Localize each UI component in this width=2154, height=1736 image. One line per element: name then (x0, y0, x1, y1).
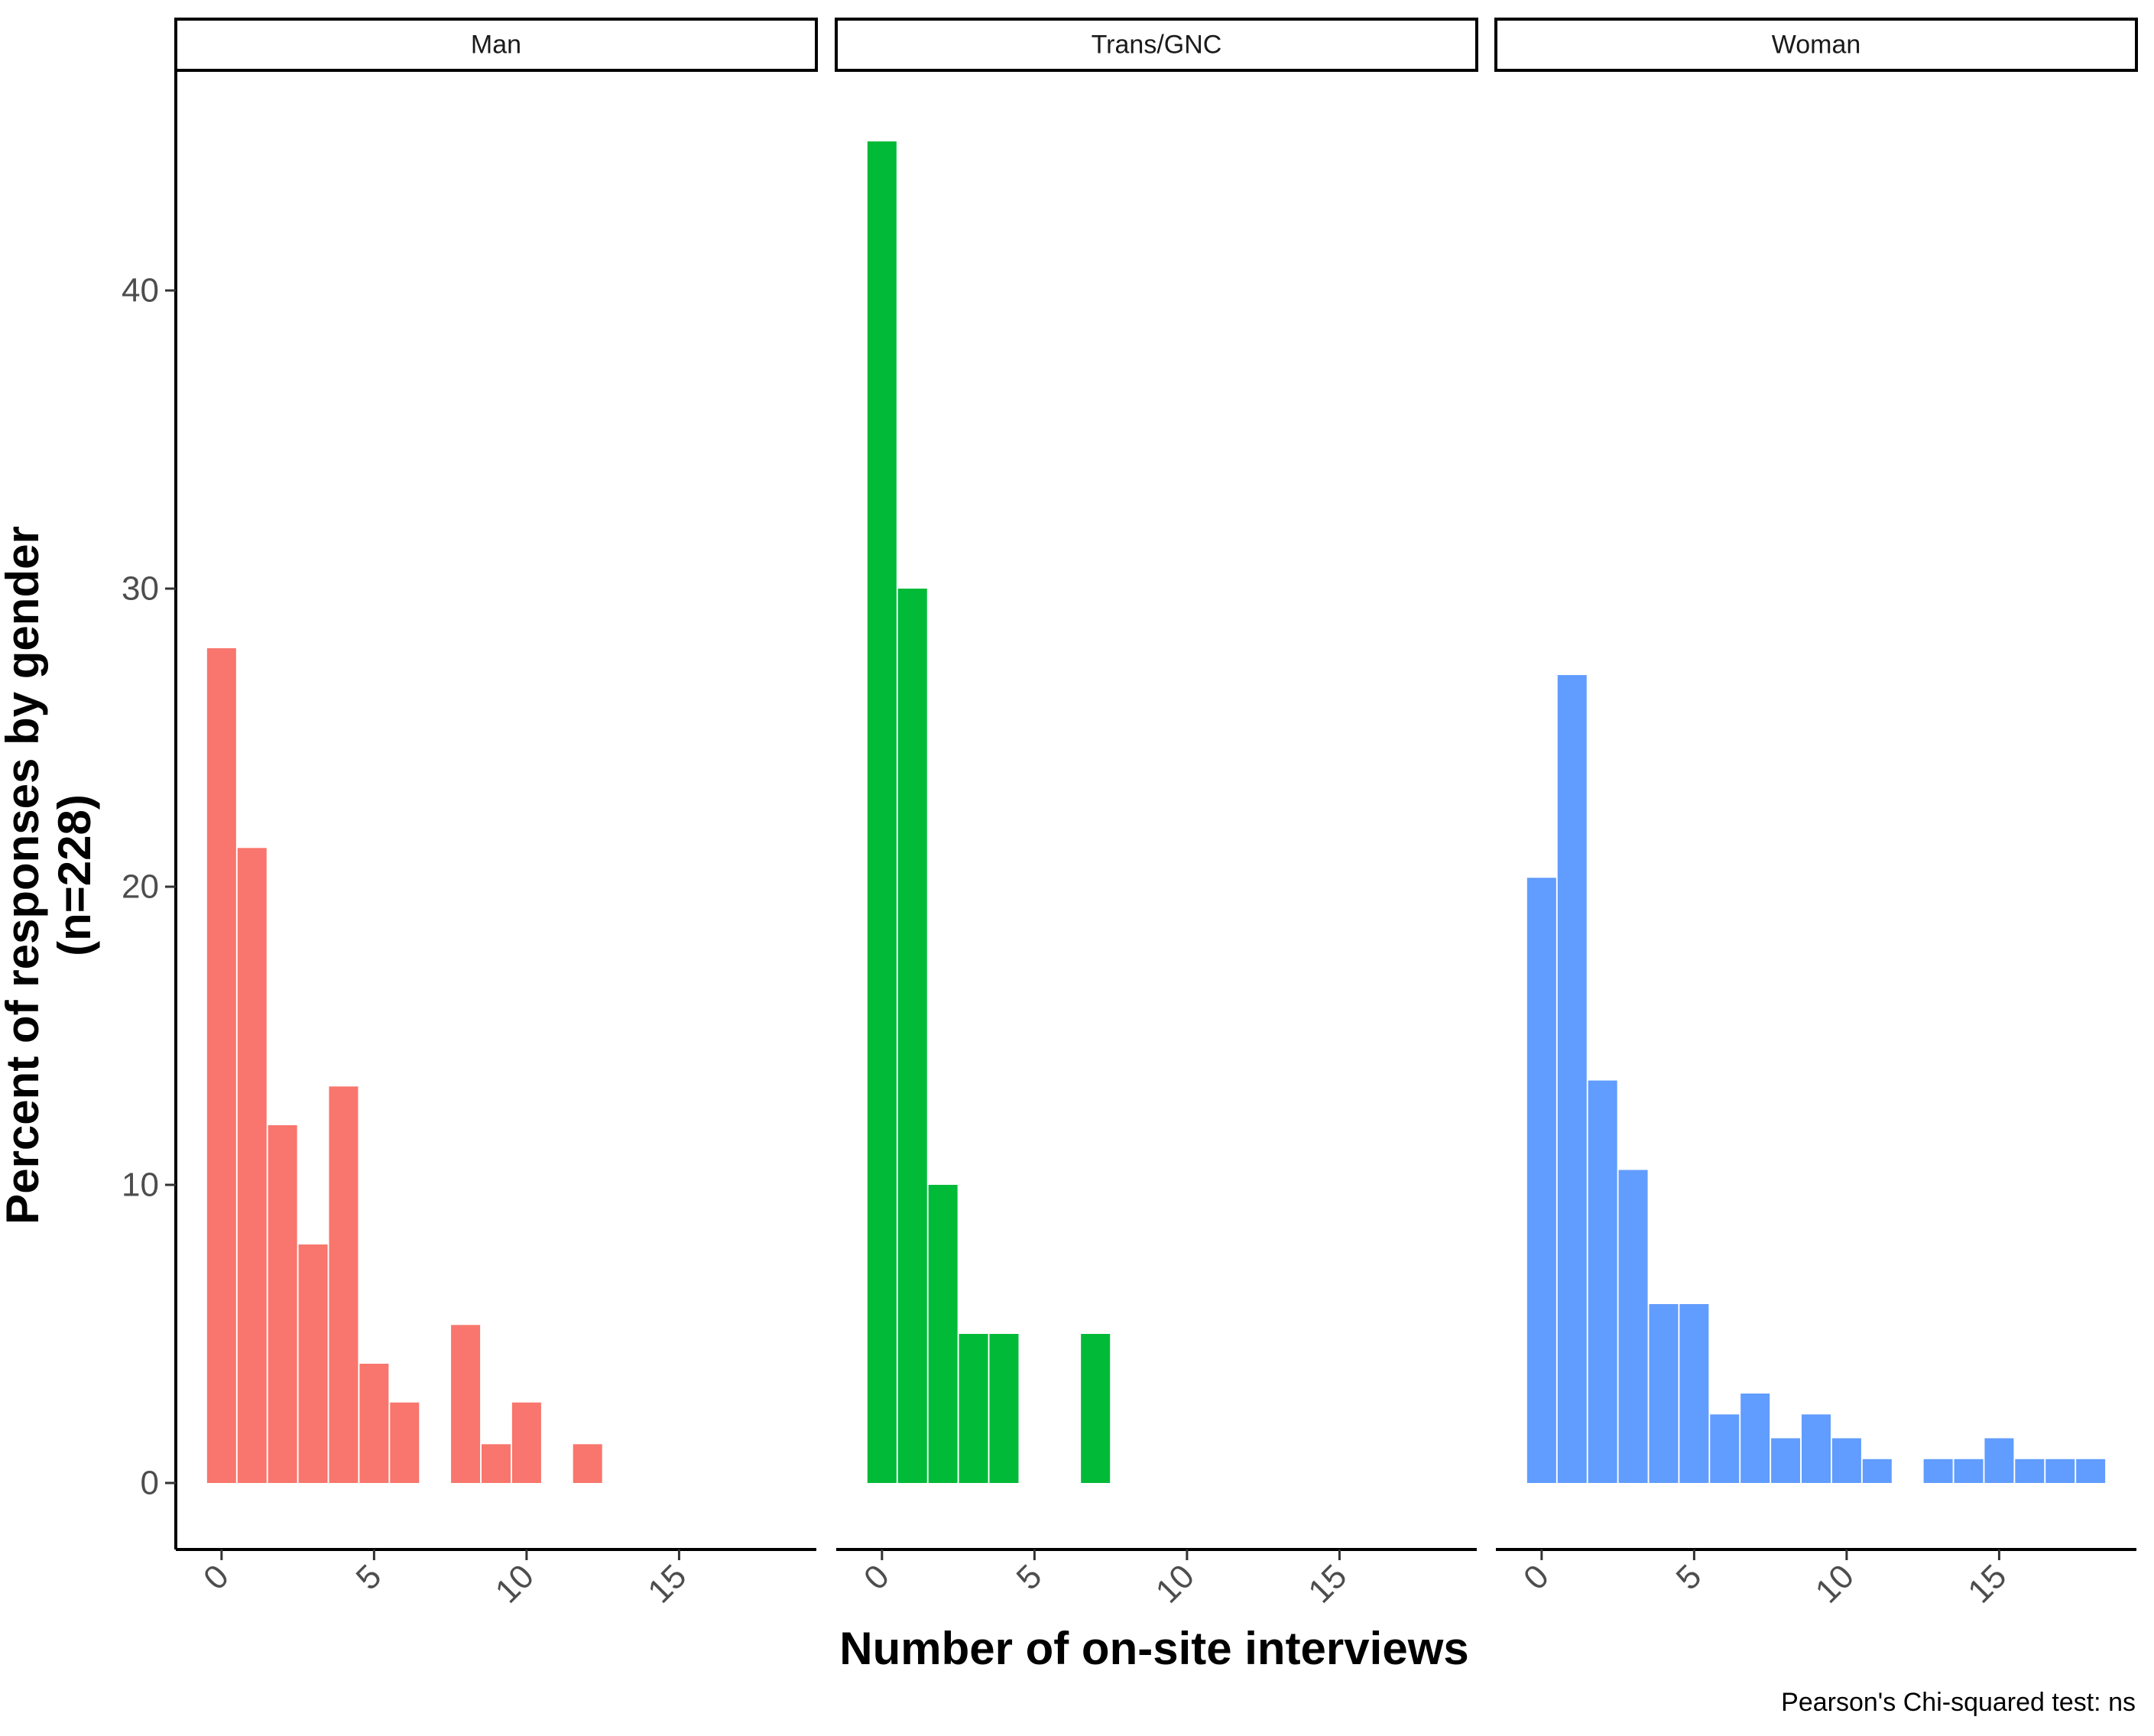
facet-strip-trans-gnc (835, 18, 1478, 72)
x-tick-label: 15 (641, 1557, 693, 1610)
bar-woman-15 (1984, 1438, 2014, 1483)
bar-man-12 (573, 1444, 602, 1483)
bar-woman-2 (1588, 1080, 1617, 1483)
bar-woman-1 (1557, 675, 1587, 1483)
x-tick-label: 5 (1009, 1557, 1049, 1597)
y-axis-title-line2: (n=228) (49, 794, 100, 956)
bar-woman-14 (1954, 1459, 1984, 1483)
facet-strip-woman (1494, 18, 2138, 72)
y-tick-label: 40 (122, 272, 159, 310)
facet-panel-woman: Woman 0 5 10 15 (1494, 18, 2138, 1611)
facet-strip-label: Woman (1772, 31, 1861, 60)
x-axis-title: Number of on-site interviews (839, 1623, 1468, 1674)
bar-woman-18 (2076, 1459, 2106, 1483)
bar-trans-gnc-4 (989, 1334, 1019, 1483)
y-tick-label: 10 (122, 1167, 159, 1204)
y-axis-title: Percent of responses by gender (0, 526, 48, 1225)
bar-woman-9 (1802, 1414, 1831, 1483)
bar-woman-10 (1831, 1438, 1861, 1483)
bar-woman-13 (1923, 1459, 1953, 1483)
x-tick-label: 0 (196, 1557, 236, 1597)
x-tick-label: 0 (1517, 1557, 1556, 1597)
bar-man-10 (511, 1402, 541, 1483)
facet-strip-label: Trans/GNC (1092, 31, 1222, 60)
bar-woman-7 (1740, 1394, 1770, 1483)
x-tick-label: 10 (1149, 1557, 1202, 1610)
bar-man-3 (298, 1244, 328, 1483)
y-tick-label: 30 (122, 570, 159, 608)
bar-man-0 (206, 648, 236, 1483)
facet-panel-trans-gnc: Trans/GNC 0 5 10 15 (835, 18, 1478, 1611)
bar-woman-6 (1710, 1414, 1740, 1483)
x-tick-label: 10 (488, 1557, 541, 1610)
bar-man-6 (390, 1402, 420, 1483)
bar-man-8 (451, 1325, 481, 1483)
bar-woman-8 (1771, 1438, 1801, 1483)
x-tick-label: 0 (857, 1557, 897, 1597)
x-tick-label: 15 (1961, 1557, 2013, 1610)
facet-panels: Man 0 5 10 15 0 10 20 30 40 Trans/GNC 0 5 10 15 Woman 0 5… (122, 18, 2138, 1611)
bar-woman-5 (1679, 1304, 1709, 1483)
facet-panel-man: Man 0 5 10 15 0 10 20 30 40 (122, 18, 818, 1611)
bar-woman-17 (2045, 1459, 2075, 1483)
y-tick-label: 0 (141, 1465, 159, 1502)
y-tick-label: 20 (122, 868, 159, 906)
bar-woman-0 (1526, 878, 1556, 1483)
bar-man-9 (482, 1444, 511, 1483)
bar-man-5 (359, 1364, 389, 1483)
x-tick-label: 10 (1809, 1557, 1861, 1610)
bar-woman-11 (1862, 1459, 1892, 1483)
bar-trans-gnc-3 (959, 1334, 988, 1483)
bar-man-2 (268, 1125, 297, 1483)
bar-woman-4 (1649, 1304, 1679, 1483)
x-tick-label: 5 (1669, 1557, 1708, 1597)
bar-trans-gnc-0 (867, 141, 897, 1483)
bar-trans-gnc-1 (897, 589, 927, 1483)
facet-strip-label: Man (471, 31, 521, 60)
bar-man-4 (329, 1086, 358, 1483)
x-tick-label: 5 (349, 1557, 388, 1597)
chart-caption: Pearson's Chi-squared test: ns (1781, 1688, 2136, 1717)
bar-woman-3 (1618, 1170, 1648, 1483)
facet-strip-man (174, 18, 818, 72)
bar-man-1 (237, 848, 267, 1483)
bar-trans-gnc-7 (1081, 1334, 1111, 1483)
x-tick-label: 15 (1301, 1557, 1354, 1610)
bar-woman-16 (2015, 1459, 2045, 1483)
bar-trans-gnc-2 (928, 1185, 958, 1483)
